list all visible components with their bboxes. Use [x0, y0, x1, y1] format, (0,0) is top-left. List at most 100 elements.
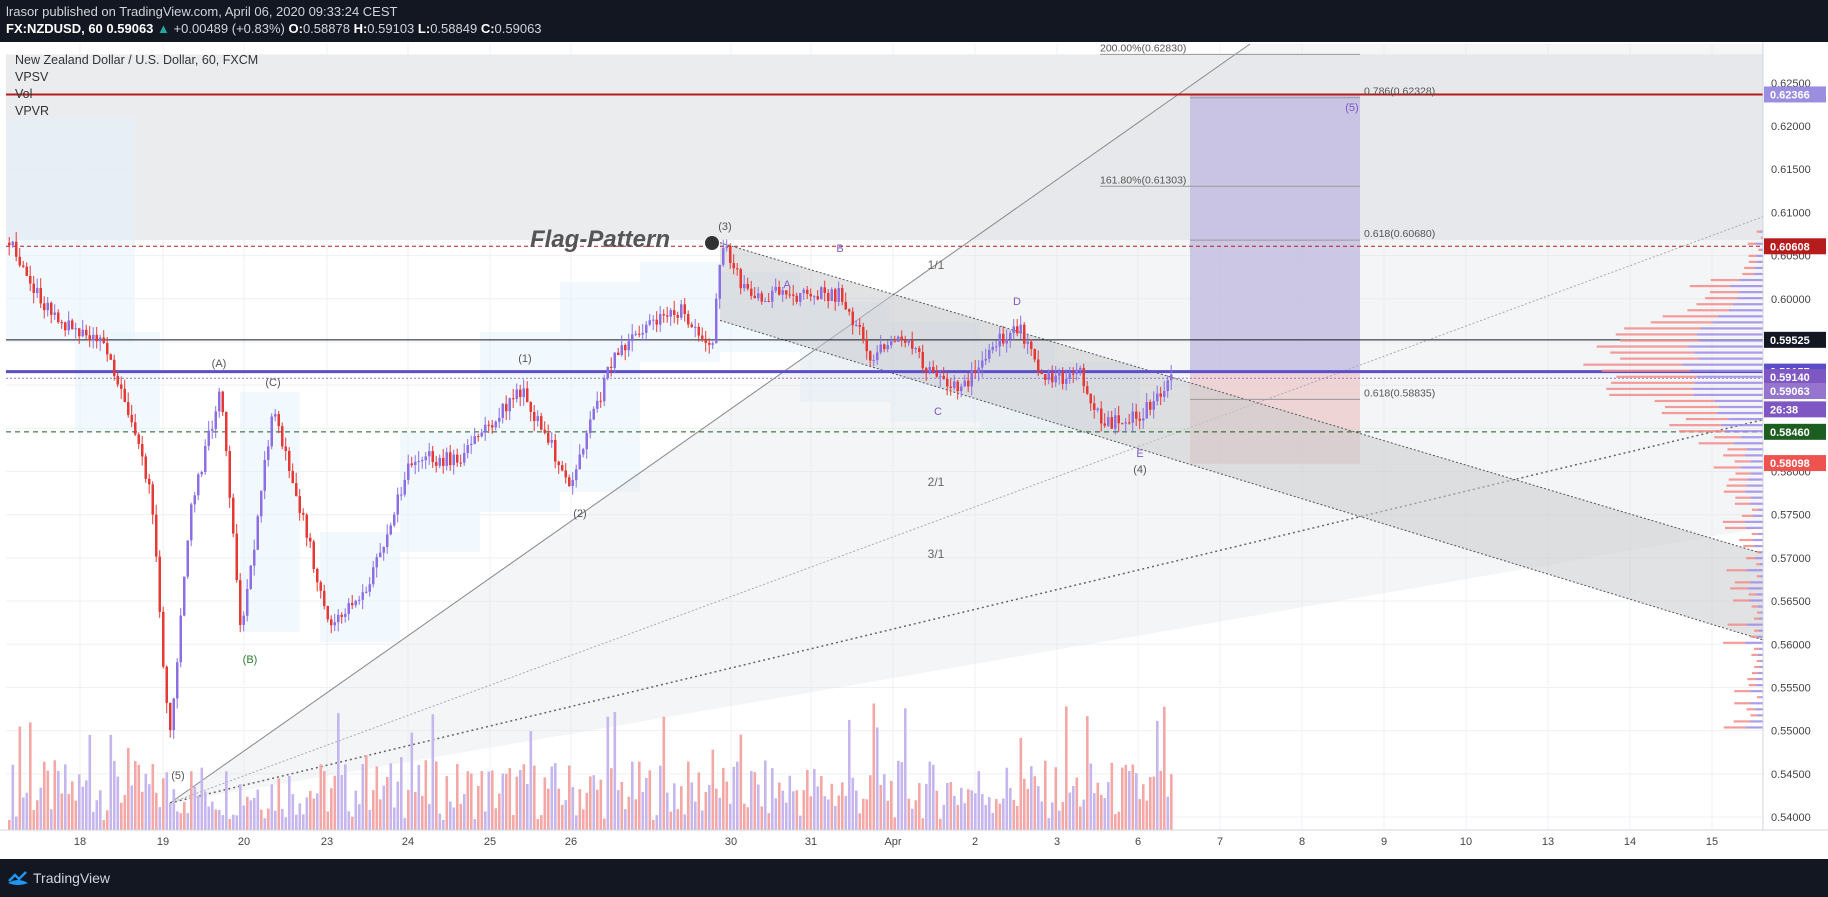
brand-name[interactable]: TradingView — [33, 870, 111, 886]
vpvr-bar-sell — [1679, 430, 1726, 433]
volume-bar — [638, 761, 641, 830]
candle-body — [676, 315, 679, 318]
vpvr-bar-buy — [1755, 557, 1763, 560]
candle-body — [722, 248, 725, 265]
vpvr-bar-sell — [1596, 345, 1689, 348]
candle-body — [834, 289, 837, 302]
candle-body — [361, 592, 364, 600]
legend-indicator-vpvr[interactable]: VPVR — [15, 104, 50, 118]
vpvr-bar-buy — [1750, 496, 1763, 499]
candle-body — [802, 289, 805, 294]
vpvr-bar-buy — [1749, 599, 1763, 602]
candle-body — [109, 354, 112, 360]
volume-bar — [144, 773, 148, 830]
vpvr-bar-sell — [1610, 351, 1695, 354]
volume-bar — [1002, 798, 1005, 830]
candle-body — [400, 494, 403, 496]
symbol[interactable]: FX:NZDUSD, 60 — [6, 21, 103, 36]
candle-body — [858, 324, 861, 327]
vpvr-bar-buy — [1750, 460, 1763, 463]
volume-bar — [659, 765, 662, 830]
candle-body — [81, 329, 84, 337]
resistance-zone — [6, 54, 1763, 241]
candle-body — [263, 459, 266, 491]
volume-bar — [1009, 788, 1012, 830]
volume-bar — [99, 790, 102, 830]
volume-bar — [743, 803, 746, 830]
volume-bar — [407, 790, 410, 830]
vpvr-bar-sell — [1620, 339, 1699, 342]
candle-body — [193, 495, 196, 505]
candle-body — [508, 398, 511, 412]
candle-body — [1023, 324, 1026, 344]
vpvr-bar-buy — [1754, 544, 1763, 548]
candle-body — [557, 461, 560, 466]
candle-body — [113, 359, 116, 376]
candle-body — [977, 367, 980, 373]
volume-bar — [1065, 706, 1068, 830]
volume-bar — [736, 761, 739, 830]
volume-bar — [830, 783, 834, 830]
volume-bar — [1012, 799, 1016, 830]
chart-svg[interactable]: 200.00%(0.62830) 0.786(0.62328) 161.80%(0.… — [0, 42, 1828, 859]
volume-bar — [774, 798, 778, 830]
wave-label: A — [783, 279, 791, 291]
candle-body — [764, 301, 767, 303]
candle-body — [249, 565, 252, 589]
volume-bar — [907, 798, 911, 830]
candle-body — [15, 241, 18, 257]
candle-body — [253, 549, 256, 566]
candle-body — [792, 294, 795, 296]
tradingview-logo-icon[interactable] — [7, 869, 29, 887]
price-label: 0.59140 — [1770, 372, 1810, 384]
volume-bar — [484, 811, 487, 830]
volume-bar — [764, 760, 767, 830]
volume-bar — [288, 775, 291, 830]
candle-body — [827, 292, 830, 302]
candle-body — [778, 286, 781, 295]
price-axis — [1763, 42, 1828, 859]
volume-bar — [333, 775, 337, 830]
volume-bar — [344, 764, 347, 830]
candle-body — [172, 698, 175, 731]
candle-body — [774, 286, 777, 291]
vpvr-bar-buy — [1694, 381, 1763, 384]
vpvr-bar-buy — [1750, 702, 1763, 705]
candle-body — [375, 557, 378, 568]
volume-bar — [319, 764, 323, 830]
volume-bar — [134, 761, 137, 830]
candle-body — [18, 256, 21, 266]
legend-indicator-vol[interactable]: Vol — [15, 87, 33, 101]
volume-bar — [1159, 770, 1163, 830]
candle-body — [641, 332, 644, 335]
chart-area[interactable]: 200.00%(0.62830) 0.786(0.62328) 161.80%(0.… — [0, 42, 1828, 859]
vpvr-bar-buy — [1747, 478, 1763, 481]
volume-bar — [610, 768, 613, 830]
volume-bar — [214, 809, 218, 830]
vpvr-bar-sell — [1689, 284, 1731, 288]
volume-bar — [25, 792, 29, 830]
low-label: L: — [417, 21, 431, 36]
candle-body — [64, 322, 67, 331]
volume-bar — [890, 780, 893, 830]
y-tick-label: 0.56500 — [1771, 596, 1811, 608]
vpvr-bar-sell — [1713, 466, 1741, 469]
legend-indicator-vpsv[interactable]: VPSV — [15, 70, 49, 84]
candle-body — [158, 556, 161, 612]
candle-body — [1149, 401, 1152, 410]
candle-body — [512, 398, 515, 400]
candle-body — [480, 432, 483, 437]
candle-body — [365, 591, 368, 593]
x-tick-label: 10 — [1460, 836, 1472, 848]
vpvr-bar-buy — [1760, 611, 1763, 614]
vpvr-bar-sell — [1734, 690, 1751, 693]
vpvr-bar-sell — [1756, 659, 1761, 663]
volume-bar — [533, 765, 536, 830]
candle-body — [995, 346, 998, 348]
vpvr-bar-sell — [1742, 272, 1754, 276]
author[interactable]: lrasor — [6, 4, 39, 19]
volume-bar — [148, 784, 151, 830]
vpvr-bar-buy — [1746, 484, 1763, 487]
legend-title[interactable]: New Zealand Dollar / U.S. Dollar, 60, FX… — [15, 53, 259, 67]
volume-bar — [582, 809, 585, 830]
